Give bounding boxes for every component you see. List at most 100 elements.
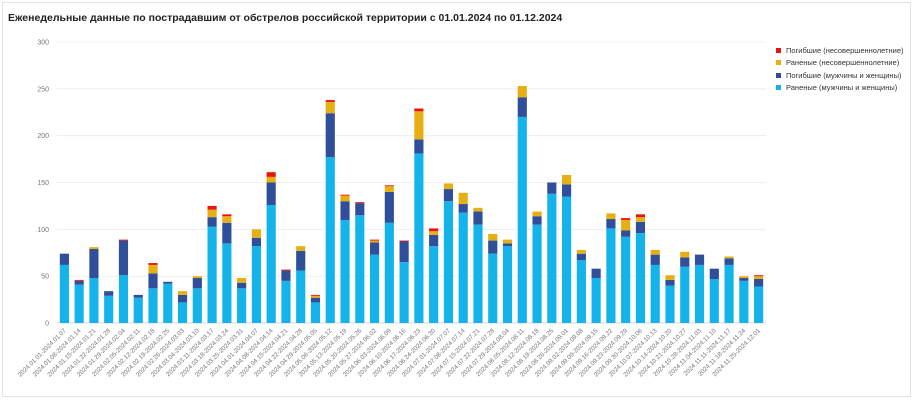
bar-segment (355, 215, 365, 323)
bar-segment (414, 139, 424, 154)
bar-segment (517, 86, 527, 98)
bar-segment (222, 216, 232, 223)
legend-swatch (776, 47, 781, 53)
bar-segment (325, 100, 335, 102)
legend-swatch (776, 60, 781, 66)
bar-segment (192, 278, 202, 289)
bar-segment (517, 116, 527, 323)
gridlines (57, 41, 766, 324)
bar-segment (163, 283, 173, 323)
bar-segment (429, 231, 439, 235)
bar-segment (473, 207, 483, 212)
bar-segment (148, 264, 158, 274)
y-tick-label: 50 (41, 274, 49, 281)
bar-segment (562, 196, 572, 323)
bar-segment (709, 268, 719, 279)
bar-segment (207, 217, 217, 227)
bar-segment (414, 111, 424, 140)
bar-segment (502, 239, 513, 244)
bar-segment (429, 234, 439, 247)
bar-segment (222, 222, 232, 244)
legend-label: Раненые (мужчины и женщины) (786, 83, 898, 93)
bar-segment (266, 176, 276, 183)
bar-segment (192, 276, 202, 279)
bar-segment (281, 269, 291, 271)
bar-segment (296, 250, 306, 271)
legend-item: Погибшие (мужчины и женщины) (776, 69, 904, 82)
bar-segment (148, 288, 158, 323)
bar-segment (133, 297, 143, 323)
bar-segment (606, 219, 616, 229)
bar-segment (458, 192, 468, 205)
bar-segment (709, 278, 719, 323)
legend-label: Погибшие (несовершеннолетние) (786, 45, 904, 55)
bar-segment (502, 246, 513, 323)
bar-segment (443, 201, 454, 323)
x-axis: 2024.01.01-2024.01.072024.01.08-2024.01.… (17, 327, 763, 378)
bar-segment (207, 205, 217, 210)
bar-segment (665, 279, 675, 286)
bar-segment (488, 253, 498, 323)
bar-segment (237, 288, 247, 323)
bar-segment (148, 263, 158, 265)
bar-segment (296, 246, 306, 251)
bar-segment (325, 101, 335, 114)
bar-segment (665, 275, 675, 280)
bar-segment (369, 254, 380, 323)
bar-segment (621, 219, 631, 231)
bar-segment (547, 193, 557, 323)
bar-segment (665, 285, 675, 323)
bar-segment (532, 216, 542, 225)
bar-segment (754, 275, 764, 277)
bar-segment (458, 212, 468, 323)
bar-segment (591, 268, 601, 279)
bar-segment (89, 249, 99, 279)
bar-segment (414, 108, 424, 112)
bar-segment (310, 297, 321, 303)
bar-segment (340, 194, 350, 196)
bar-segment (207, 209, 217, 218)
bar-segment (724, 264, 734, 323)
bar-segment (473, 224, 483, 323)
bar-segment (266, 182, 276, 205)
bar-segment (724, 258, 734, 265)
bar-segment (488, 234, 498, 241)
bar-segment (680, 251, 690, 258)
bar-segment (222, 214, 232, 217)
legend-item: Раненые (несовершеннолетние) (776, 57, 904, 70)
bar-segment (754, 278, 764, 287)
bar-segment (163, 281, 173, 284)
y-tick-label: 0 (45, 321, 49, 328)
bar-segment (680, 257, 690, 267)
bar-segment (635, 233, 646, 323)
bar-segment (355, 203, 365, 216)
bar-segment (384, 222, 394, 323)
legend-label: Погибшие (мужчины и женщины) (786, 70, 902, 80)
y-tick-label: 250 (37, 86, 49, 93)
bar-segment (650, 264, 660, 323)
bar-segment (532, 224, 542, 323)
legend-swatch (776, 85, 781, 91)
y-tick-label: 100 (37, 227, 49, 234)
bar-segment (74, 284, 84, 323)
bar-segment (576, 249, 586, 254)
bar-segment (576, 253, 586, 261)
bar-segment (177, 294, 188, 303)
bar-segment (281, 280, 291, 323)
bar-segment (399, 241, 409, 263)
bar-segment (488, 240, 498, 254)
bar-segment (340, 195, 350, 202)
bar-segment (739, 280, 749, 323)
bar-segment (325, 113, 335, 158)
bar-segment (384, 185, 394, 187)
bar-segment (473, 211, 483, 225)
bar-segment (192, 288, 202, 323)
legend-label: Раненые (несовершеннолетние) (786, 58, 900, 68)
y-axis: 0 50 100 150 200 250 300 (37, 40, 49, 328)
bar-segment (310, 294, 321, 296)
bar-segment (606, 228, 616, 323)
bar-segment (547, 182, 557, 194)
bar-segment (562, 175, 572, 185)
bar-segment (724, 256, 734, 259)
